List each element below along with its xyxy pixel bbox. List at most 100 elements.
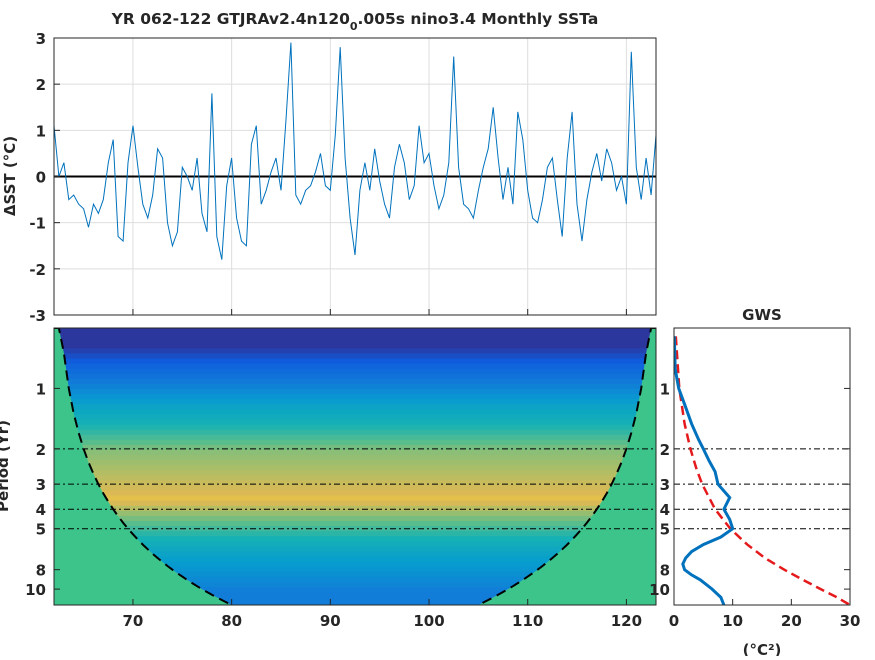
wavelet-power-band [54, 465, 656, 471]
wavelet-x-tick-label: 120 [611, 612, 642, 630]
wavelet-power-band [54, 490, 656, 497]
time-series-y-axis-label: ΔSST (°C) [1, 136, 19, 216]
gws-y-tick-label: 4 [660, 501, 670, 519]
wavelet-power-band [54, 439, 656, 446]
wavelet-power-band [54, 373, 656, 380]
gws-plot-background [674, 328, 850, 605]
wavelet-power-band [54, 429, 656, 436]
wavelet-x-tick-label: 70 [123, 612, 144, 630]
wavelet-power-band [54, 505, 656, 512]
wavelet-power-band [54, 531, 656, 537]
gws-x-axis-label-text: (°C²) [743, 641, 782, 656]
gws-x-tick-label: 30 [840, 612, 861, 630]
wavelet-x-tick-label: 110 [512, 612, 543, 630]
wavelet-power-band [54, 576, 656, 583]
wavelet-ticks: 70 80 90 100 110 120 1 2 3 4 5 810 [25, 380, 642, 630]
wavelet-power-band [54, 556, 656, 563]
time-series-y-tick-label: 3 [36, 30, 46, 48]
chart-title-prefix: YR 062-122 GTJRAv2.4n120 [111, 10, 350, 28]
wavelet-power-band [54, 561, 656, 568]
wavelet-power-band [54, 449, 656, 456]
wavelet-power-band [54, 394, 656, 400]
wavelet-y-tick-label: 5 [36, 521, 46, 539]
wavelet-power-band [54, 409, 656, 415]
gws-x-tick-label: 20 [781, 612, 802, 630]
wavelet-power-band [54, 363, 656, 370]
chart-title-subscript: 0 [350, 20, 358, 33]
time-series-panel: -3 -2 -1 0 1 2 3 ΔSST (°C) [1, 30, 657, 325]
wavelet-x-tick-label: 100 [413, 612, 444, 630]
wavelet-power-band [54, 602, 656, 605]
wavelet-y-tick-label: 2 [36, 441, 46, 459]
wavelet-power-band [54, 419, 656, 426]
wavelet-power-band [54, 378, 656, 385]
wavelet-power-band [54, 485, 656, 492]
wavelet-power-band [54, 454, 656, 461]
time-series-y-axis-label-text: ΔSST (°C) [1, 136, 19, 216]
gws-x-tick-label: 10 [722, 612, 743, 630]
wavelet-power-band [54, 383, 656, 390]
wavelet-power-band [54, 348, 656, 354]
time-series-y-tick-label: -2 [29, 261, 46, 279]
wavelet-power-band [54, 358, 656, 365]
wavelet-x-tick-label: 90 [320, 612, 341, 630]
gws-y-tick-label: 1 [660, 380, 670, 398]
wavelet-power-band [54, 434, 656, 441]
cone-of-influence-line [54, 328, 656, 605]
wavelet-y-tick-label: 3 [36, 476, 46, 494]
wavelet-power-band [54, 526, 656, 532]
wavelet-axes-box [53, 327, 657, 606]
wavelet-y-tick-label: 4 [36, 501, 46, 519]
wavelet-y-axis-label: Period (Yr) [0, 420, 12, 512]
wavelet-power-band [54, 500, 656, 507]
wavelet-power-band [54, 520, 656, 527]
wavelet-power-band [54, 587, 656, 593]
time-series-ticks: -3 -2 -1 0 1 2 3 [29, 30, 627, 325]
gws-title: GWS [742, 306, 782, 324]
chart-title: YR 062-122 GTJRAv2.4n1200.005s nino3.4 M… [111, 10, 599, 33]
time-series-y-tick-label: -1 [29, 215, 46, 233]
wavelet-power-band [54, 368, 656, 375]
wavelet-power-band [54, 475, 656, 481]
wavelet-power-band [54, 515, 656, 522]
wavelet-power-band [54, 414, 656, 421]
gws-x-axis-label: (°C²) [743, 641, 782, 656]
gws-y-tick-label: 10 [649, 581, 670, 599]
gws-y-tick-label: 2 [660, 441, 670, 459]
wavelet-power-band [54, 551, 656, 558]
wavelet-y-tick-label: 1 [36, 380, 46, 398]
wavelet-power-band [54, 399, 656, 405]
gws-y-tick-label: 3 [660, 476, 670, 494]
gws-axes-box [673, 327, 851, 606]
wavelet-power-band [54, 460, 656, 466]
gws-x-tick-label: 0 [669, 612, 679, 630]
wavelet-y-tick-label: 8 [36, 562, 46, 580]
time-series-y-tick-label: 0 [36, 169, 46, 187]
wavelet-power-band [54, 566, 656, 573]
gws-y-tick-label: 8 [660, 562, 670, 580]
cone-of-influence-fill [54, 328, 656, 605]
time-series-line-group [54, 42, 656, 260]
wavelet-overlay [54, 328, 656, 605]
wavelet-power-band [54, 424, 656, 431]
gws-spectrum-line [674, 336, 735, 605]
wavelet-power-band [54, 546, 656, 553]
wavelet-power-band [54, 541, 656, 547]
wavelet-x-tick-label: 80 [221, 612, 242, 630]
wavelet-power-band [54, 510, 656, 517]
wavelet-power-band [54, 581, 656, 588]
time-series-y-tick-label: 1 [36, 122, 46, 140]
wavelet-power-band [54, 470, 656, 476]
wavelet-power-band [54, 343, 656, 349]
wavelet-power-band [54, 571, 656, 578]
wavelet-power-band [54, 388, 656, 395]
wavelet-power-band [54, 328, 656, 334]
wavelet-power-heatmap [54, 328, 656, 605]
wavelet-power-band [54, 444, 656, 451]
wavelet-power-band [54, 592, 656, 598]
time-series-y-tick-label: -3 [29, 307, 46, 325]
wavelet-power-band [54, 404, 656, 410]
